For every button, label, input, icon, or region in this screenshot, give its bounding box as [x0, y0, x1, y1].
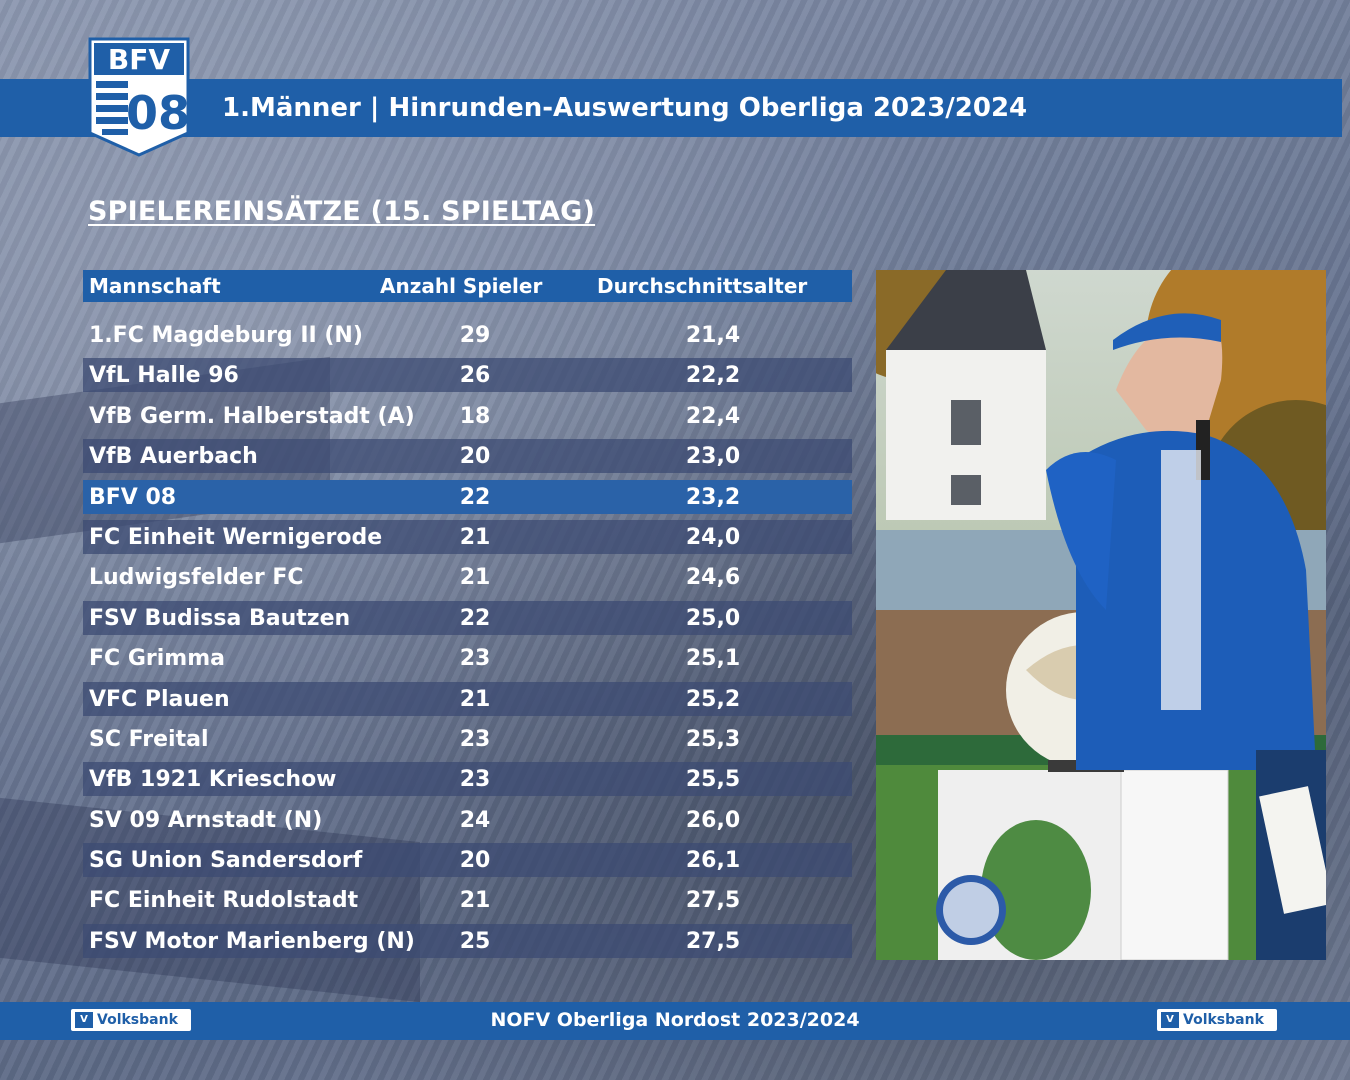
team-name: VfB 1921 Krieschow: [89, 767, 337, 793]
average-age: 25,5: [685, 767, 741, 793]
average-age: 23,0: [685, 444, 741, 470]
team-name: FC Einheit Rudolstadt: [89, 888, 359, 914]
player-count: 18: [459, 403, 491, 429]
table-row: FC Einheit Rudolstadt 21 27,5: [83, 883, 852, 917]
player-count: 23: [459, 726, 491, 752]
team-name: Ludwigsfelder FC: [89, 565, 304, 591]
table-row: SC Freital 23 25,3: [83, 722, 852, 756]
table-row: Ludwigsfelder FC 21 24,6: [83, 560, 852, 594]
average-age: 27,5: [685, 928, 741, 954]
average-age: 23,2: [685, 484, 741, 510]
average-age: 25,2: [685, 686, 741, 712]
volksbank-icon: V: [1161, 1012, 1179, 1028]
logo-bottom-text: 08: [126, 86, 190, 140]
table-row: FSV Budissa Bautzen 22 25,0: [83, 600, 852, 635]
average-age: 21,4: [685, 323, 741, 348]
player-count: 25: [459, 928, 491, 954]
average-age: 25,0: [685, 605, 741, 631]
average-age: 22,4: [685, 403, 741, 429]
footer-title: NOFV Oberliga Nordost 2023/2024: [490, 1009, 860, 1031]
average-age: 25,1: [685, 646, 741, 672]
volksbank-icon: V: [75, 1012, 93, 1028]
sponsor-name-right: Volksbank: [1183, 1012, 1264, 1028]
team-name: VFC Plauen: [89, 686, 230, 712]
team-name: VfL Halle 96: [89, 363, 239, 389]
team-name: FC Grimma: [89, 646, 225, 672]
average-age: 22,2: [685, 363, 741, 389]
player-count: 21: [459, 686, 491, 712]
team-name: FC Einheit Wernigerode: [89, 524, 383, 550]
player-count: 23: [459, 646, 491, 672]
player-count: 23: [459, 767, 491, 793]
page-title: 1.Männer | Hinrunden-Auswertung Oberliga…: [222, 93, 1028, 123]
player-count: 20: [459, 444, 491, 470]
average-age: 27,5: [685, 888, 741, 914]
sponsor-logo-right: V Volksbank: [1157, 1009, 1277, 1031]
player-count: 21: [459, 524, 491, 550]
logo-top-text: BFV: [108, 43, 170, 76]
column-header-team: Mannschaft: [89, 274, 221, 298]
team-name: FSV Budissa Bautzen: [89, 605, 351, 631]
table-row: VFC Plauen 21 25,2: [83, 681, 852, 716]
player-count: 22: [459, 484, 491, 510]
average-age: 26,1: [685, 848, 741, 874]
sponsor-logo-left: V Volksbank: [71, 1009, 191, 1031]
team-name: VfB Germ. Halberstadt (A): [89, 403, 415, 429]
team-name: SG Union Sandersdorf: [89, 848, 363, 874]
player-count: 21: [459, 565, 491, 591]
team-name: SV 09 Arnstadt (N): [89, 807, 323, 833]
table-row: 1.FC Magdeburg II (N) 29 21,4: [83, 318, 852, 352]
table-row: FSV Motor Marienberg (N) 25 27,5: [83, 923, 852, 958]
table-row: FC Einheit Wernigerode 21 24,0: [83, 519, 852, 554]
table-row: VfB Auerbach 20 23,0: [83, 439, 852, 474]
photo-announcer: [876, 270, 1326, 960]
team-name: 1.FC Magdeburg II (N): [89, 323, 363, 348]
average-age: 24,6: [685, 565, 741, 591]
footer-bar: [0, 1002, 1350, 1040]
player-count: 26: [459, 363, 491, 389]
header-bar: [0, 79, 1342, 137]
stats-table: Mannschaft Anzahl Spieler Durchschnittsa…: [83, 270, 852, 964]
team-name: SC Freital: [89, 726, 209, 752]
player-count: 21: [459, 888, 491, 914]
team-name: BFV 08: [89, 484, 177, 510]
section-title: SPIELEREINSÄTZE (15. SPIELTAG): [88, 196, 596, 227]
team-name: VfB Auerbach: [89, 444, 258, 470]
sponsor-name-left: Volksbank: [97, 1012, 178, 1028]
table-row: FC Grimma 23 25,1: [83, 641, 852, 675]
average-age: 25,3: [685, 726, 741, 752]
table-row: VfB Germ. Halberstadt (A) 18 22,4: [83, 399, 852, 433]
table-row: BFV 08 22 23,2: [83, 479, 852, 514]
club-logo: BFV 08: [88, 37, 190, 157]
table-row: SV 09 Arnstadt (N) 24 26,0: [83, 803, 852, 837]
player-count: 29: [459, 323, 491, 348]
player-count: 24: [459, 807, 491, 833]
table-row: VfL Halle 96 26 22,2: [83, 358, 852, 393]
average-age: 26,0: [685, 807, 741, 833]
team-name: FSV Motor Marienberg (N): [89, 928, 415, 954]
table-row: VfB 1921 Krieschow 23 25,5: [83, 762, 852, 797]
table-header: Mannschaft Anzahl Spieler Durchschnittsa…: [83, 270, 852, 302]
column-header-age: Durchschnittsalter: [597, 274, 808, 298]
player-count: 20: [459, 848, 491, 874]
table-row: SG Union Sandersdorf 20 26,1: [83, 843, 852, 878]
column-header-players: Anzahl Spieler: [380, 274, 543, 298]
player-count: 22: [459, 605, 491, 631]
average-age: 24,0: [685, 524, 741, 550]
